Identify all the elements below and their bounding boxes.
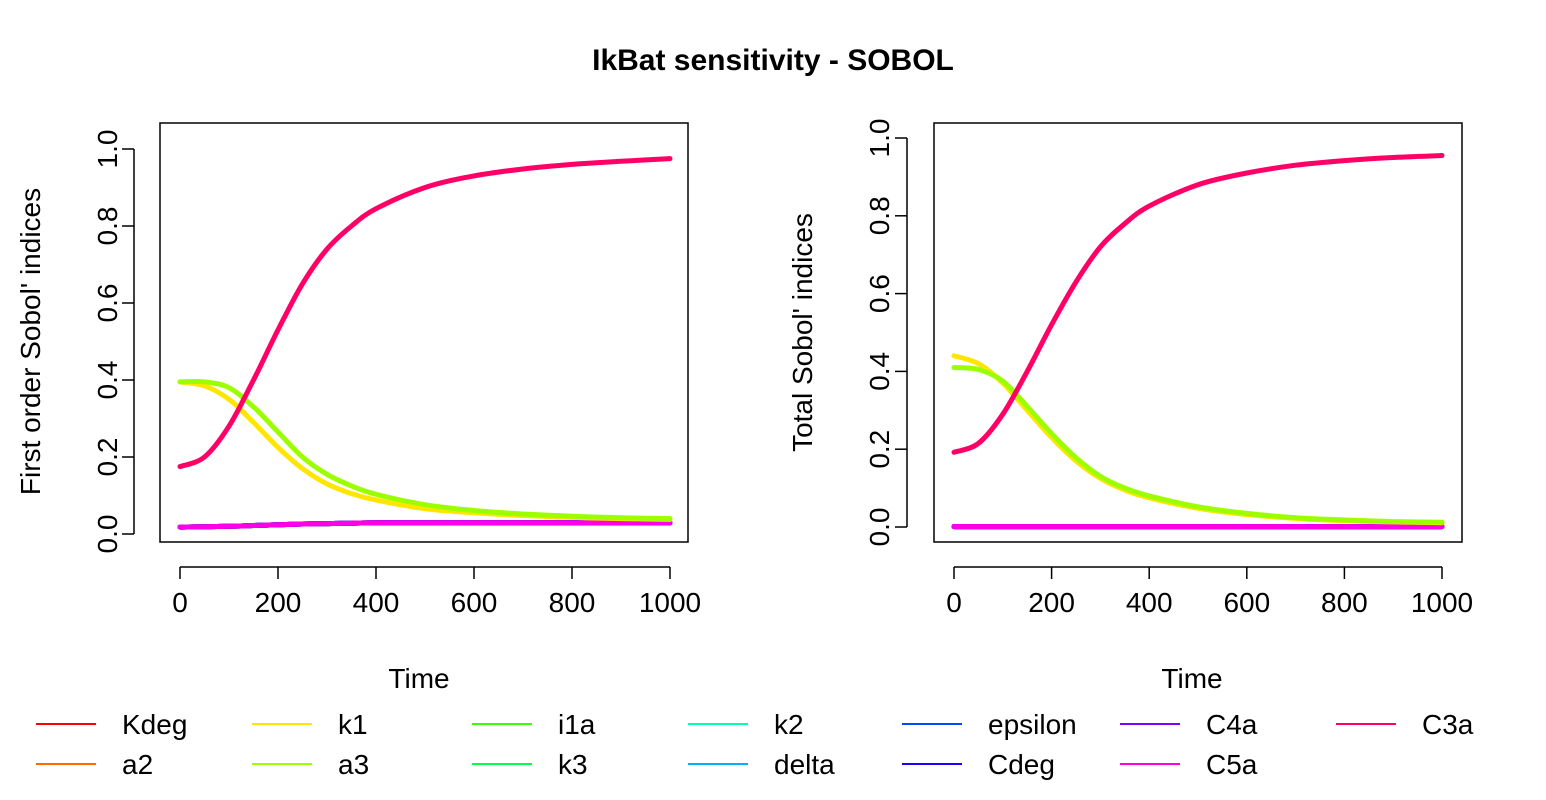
plot-frame-first-order xyxy=(159,122,689,543)
series-line-a3-first-order xyxy=(177,379,673,522)
y-tick-label: 0.2 xyxy=(92,438,123,477)
x-tick-label: 600 xyxy=(1223,587,1270,618)
y-tick-label: 1.0 xyxy=(92,130,123,169)
legend-label-delta: delta xyxy=(774,749,835,780)
x-tick-label: 400 xyxy=(1126,587,1173,618)
y-tick-label: 0.0 xyxy=(92,515,123,554)
x-tick-label: 1000 xyxy=(639,587,701,618)
plot-frame-total xyxy=(933,122,1463,543)
legend-label-k2: k2 xyxy=(774,709,804,740)
x-tick-label: 1000 xyxy=(1411,587,1473,618)
legend-label-i1a: i1a xyxy=(558,709,596,740)
series-line-k1-first-order xyxy=(177,379,673,522)
series-line-c3a-first-order xyxy=(177,156,673,470)
legend-label-c3a: C3a xyxy=(1422,709,1474,740)
y-axis-title: First order Sobol' indices xyxy=(15,188,46,495)
legend-label-c4a: C4a xyxy=(1206,709,1258,740)
y-tick-label: 0.6 xyxy=(92,284,123,323)
y-tick-label: 0.4 xyxy=(864,352,895,391)
legend-label-a2: a2 xyxy=(122,749,153,780)
legend-label-a3: a3 xyxy=(338,749,369,780)
legend-label-k1: k1 xyxy=(338,709,368,740)
y-tick-label: 0.8 xyxy=(864,196,895,235)
series-line-k1-total xyxy=(951,353,1445,526)
y-tick-label: 0.4 xyxy=(92,361,123,400)
series-line-c5a-first-order xyxy=(177,520,673,530)
x-axis-title: Time xyxy=(1161,663,1222,694)
x-tick-label: 600 xyxy=(451,587,498,618)
legend-label-kdeg: Kdeg xyxy=(122,709,187,740)
y-tick-label: 0.6 xyxy=(864,274,895,313)
panel-total: 0 200 400 600 800 1000 Time 0.0 0.2 0.4 0.6 0.8 1.0 T… xyxy=(787,119,1473,694)
x-axis-title: Time xyxy=(388,663,449,694)
x-tick-label: 0 xyxy=(946,587,962,618)
legend-label-cdeg: Cdeg xyxy=(988,749,1055,780)
legend-label-epsilon: epsilon xyxy=(988,709,1077,740)
x-tick-label: 800 xyxy=(549,587,596,618)
x-tick-label: 200 xyxy=(255,587,302,618)
x-tick-label: 0 xyxy=(172,587,188,618)
legend-label-k3: k3 xyxy=(558,749,588,780)
series-line-a3-total xyxy=(951,365,1445,525)
y-tick-label: 1.0 xyxy=(864,119,895,158)
panel-first-order: 0 200 400 600 800 1000 Time 0.0 0.2 0.4 0.6 0.8 1.0 F… xyxy=(15,122,701,694)
y-tick-label: 0.2 xyxy=(864,430,895,469)
legend: Kdeg a2 k1 a3 i1a k3 k2 delta epsilon Cdeg C4a C5a C… xyxy=(36,709,1474,780)
series-line-c3a-total xyxy=(951,153,1445,455)
y-axis-title: Total Sobol' indices xyxy=(787,213,818,452)
x-tick-label: 800 xyxy=(1321,587,1368,618)
x-tick-label: 400 xyxy=(353,587,400,618)
legend-label-c5a: C5a xyxy=(1206,749,1258,780)
main-title: IkBat sensitivity - SOBOL xyxy=(592,44,954,77)
x-tick-label: 200 xyxy=(1028,587,1075,618)
y-tick-label: 0.0 xyxy=(864,508,895,547)
y-tick-label: 0.8 xyxy=(92,207,123,246)
